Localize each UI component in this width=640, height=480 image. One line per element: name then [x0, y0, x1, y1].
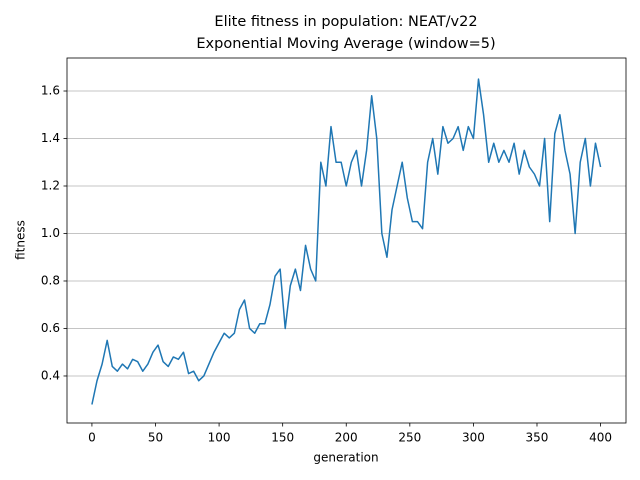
- y-tick-label: 1.0: [41, 226, 60, 240]
- x-tick-label: 300: [462, 431, 485, 445]
- x-tick-label: 50: [148, 431, 163, 445]
- y-axis-label: fitness: [14, 220, 28, 260]
- x-tick-label: 100: [208, 431, 231, 445]
- plot-frame: [66, 57, 627, 424]
- x-tick-label: 0: [88, 431, 96, 445]
- y-tick-label: 1.2: [41, 178, 60, 192]
- x-tick-label: 200: [335, 431, 358, 445]
- chart-subtitle: Exponential Moving Average (window=5): [196, 36, 495, 52]
- x-tick-label: 400: [589, 431, 612, 445]
- x-tick-label: 150: [271, 431, 294, 445]
- y-tick-label: 0.4: [41, 368, 60, 382]
- data-line: [91, 78, 602, 405]
- y-tick-label: 1.4: [41, 131, 60, 145]
- x-tick-label: 350: [526, 431, 549, 445]
- x-axis-label: generation: [313, 451, 378, 465]
- x-tick-label: 250: [398, 431, 421, 445]
- chart-title: Elite fitness in population: NEAT/v22: [214, 14, 477, 30]
- y-tick-label: 0.8: [41, 273, 60, 287]
- y-tick-label: 0.6: [41, 321, 60, 335]
- y-tick-label: 1.6: [41, 84, 60, 98]
